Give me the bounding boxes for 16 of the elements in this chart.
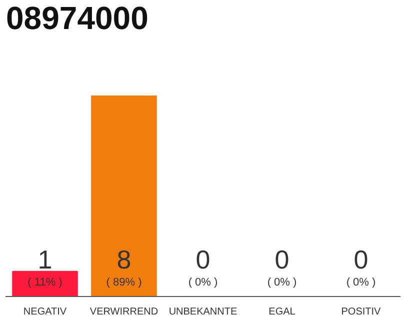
data-label: 0	[274, 244, 290, 274]
data-label: 8	[116, 244, 132, 274]
x-tick-label: POSITIV	[341, 306, 382, 318]
x-tick-label: EGAL	[268, 306, 296, 318]
annotation: ( 89% )	[106, 276, 142, 288]
x-tick-label: VERWIRREND	[90, 306, 158, 318]
x-tick-label: UNBEKANNTE	[168, 306, 238, 318]
chart-title: 08974000	[6, 0, 148, 36]
data-label: 0	[196, 244, 210, 274]
x-tick-label: NEGATIV	[23, 306, 67, 318]
data-label: 1	[38, 244, 52, 274]
annotation: ( 11% )	[28, 276, 62, 288]
annotation: ( 0% )	[267, 276, 297, 288]
annotation: ( 0% )	[188, 276, 218, 288]
data-label: 0	[354, 244, 368, 274]
annotation: ( 0% )	[346, 276, 376, 288]
